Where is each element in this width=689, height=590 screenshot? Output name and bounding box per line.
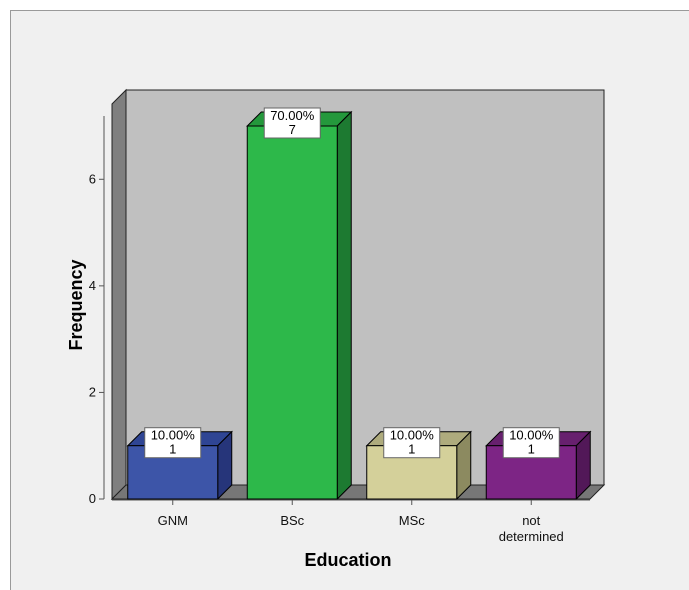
x-tick-label: determined: [499, 529, 564, 544]
data-label-count: 1: [528, 442, 535, 457]
data-label-box: [263, 107, 321, 139]
data-label-count: 1: [169, 442, 176, 457]
x-axis-title: Education: [304, 550, 391, 570]
bar-front: [246, 125, 338, 500]
data-label-box: [144, 427, 202, 459]
data-label-percent: 70.00%: [270, 108, 315, 123]
x-tick-label: GNM: [158, 513, 188, 528]
x-tick-label: MSc: [399, 513, 426, 528]
y-tick-label: 6: [89, 171, 96, 186]
data-label-percent: 10.00%: [151, 428, 196, 443]
y-tick-label: 4: [89, 278, 96, 293]
y-tick-label: 0: [89, 491, 96, 506]
data-label-box: [383, 427, 441, 459]
data-label-count: 7: [289, 122, 296, 137]
x-tick-label: BSc: [280, 513, 304, 528]
plot-area: [110, 88, 606, 501]
y-axis-title: Frequency: [66, 259, 86, 350]
data-label-box: [502, 427, 560, 459]
y-axis: 0 2 4 6: [89, 116, 105, 506]
data-label-count: 1: [408, 442, 415, 457]
data-label-percent: 10.00%: [390, 428, 435, 443]
plot-left-wall: [111, 88, 127, 501]
y-tick-label: 2: [89, 384, 96, 399]
bar-0: 10.00%1: [126, 427, 233, 501]
bars: 10.00%170.00%710.00%110.00%1: [126, 107, 592, 501]
bar-3: 10.00%1: [485, 427, 592, 501]
bar-1: 70.00%7: [246, 107, 353, 501]
data-label-percent: 10.00%: [509, 428, 554, 443]
bar-side: [336, 110, 352, 501]
bar-2: 10.00%1: [365, 427, 472, 501]
plot-back-wall: [125, 89, 605, 486]
x-tick-label: not: [522, 513, 540, 528]
